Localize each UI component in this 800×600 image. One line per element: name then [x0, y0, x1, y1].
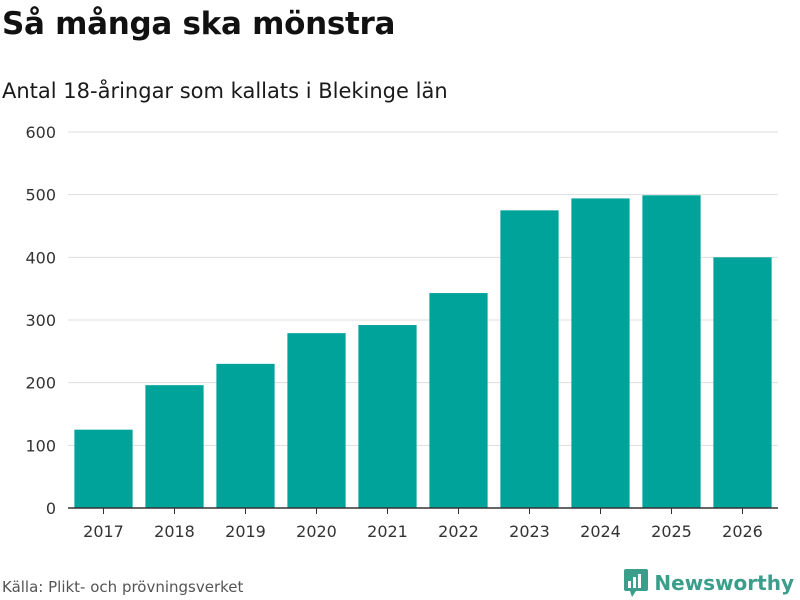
- y-tick-label-300: 300: [25, 311, 56, 330]
- x-tick-label-2020: 2020: [296, 522, 337, 541]
- x-tick-label-2021: 2021: [367, 522, 408, 541]
- chart-title: Så många ska mönstra: [2, 6, 396, 42]
- chart-subtitle: Antal 18-åringar som kallats i Blekinge …: [2, 79, 448, 103]
- x-tick-label-2018: 2018: [154, 522, 195, 541]
- bar-2022: [429, 293, 488, 508]
- brand-logo[interactable]: Newsworthy: [624, 569, 794, 597]
- bar-2018: [145, 385, 204, 508]
- x-tick-label-2022: 2022: [438, 522, 479, 541]
- newsworthy-logo-icon: [624, 569, 649, 597]
- y-tick-label-400: 400: [25, 248, 56, 267]
- bar-2025: [642, 195, 701, 508]
- y-tick-label-200: 200: [25, 374, 56, 393]
- x-tick-label-2023: 2023: [509, 522, 550, 541]
- y-tick-label-100: 100: [25, 436, 56, 455]
- x-tick-label-2024: 2024: [580, 522, 621, 541]
- x-tick-label-2025: 2025: [651, 522, 692, 541]
- bar-chart: 0 100 200 300 400 500 600 2017 2018 2019 2020 2021 2…: [25, 123, 778, 541]
- x-tick-label-2019: 2019: [225, 522, 266, 541]
- x-tick-label-2017: 2017: [83, 522, 124, 541]
- bar-2020: [287, 333, 346, 508]
- bar-2021: [358, 325, 417, 508]
- bar-2024: [571, 198, 630, 508]
- bar-2026: [713, 257, 772, 508]
- brand-name: Newsworthy: [654, 571, 794, 595]
- bar-2017: [74, 429, 133, 508]
- y-tick-label-600: 600: [25, 123, 56, 142]
- bar-2023: [500, 210, 559, 509]
- source-note: Källa: Plikt- och prövningsverket: [2, 578, 244, 596]
- y-tick-label-500: 500: [25, 186, 56, 205]
- bar-2019: [216, 363, 275, 508]
- x-tick-label-2026: 2026: [722, 522, 763, 541]
- y-tick-label-0: 0: [46, 499, 56, 518]
